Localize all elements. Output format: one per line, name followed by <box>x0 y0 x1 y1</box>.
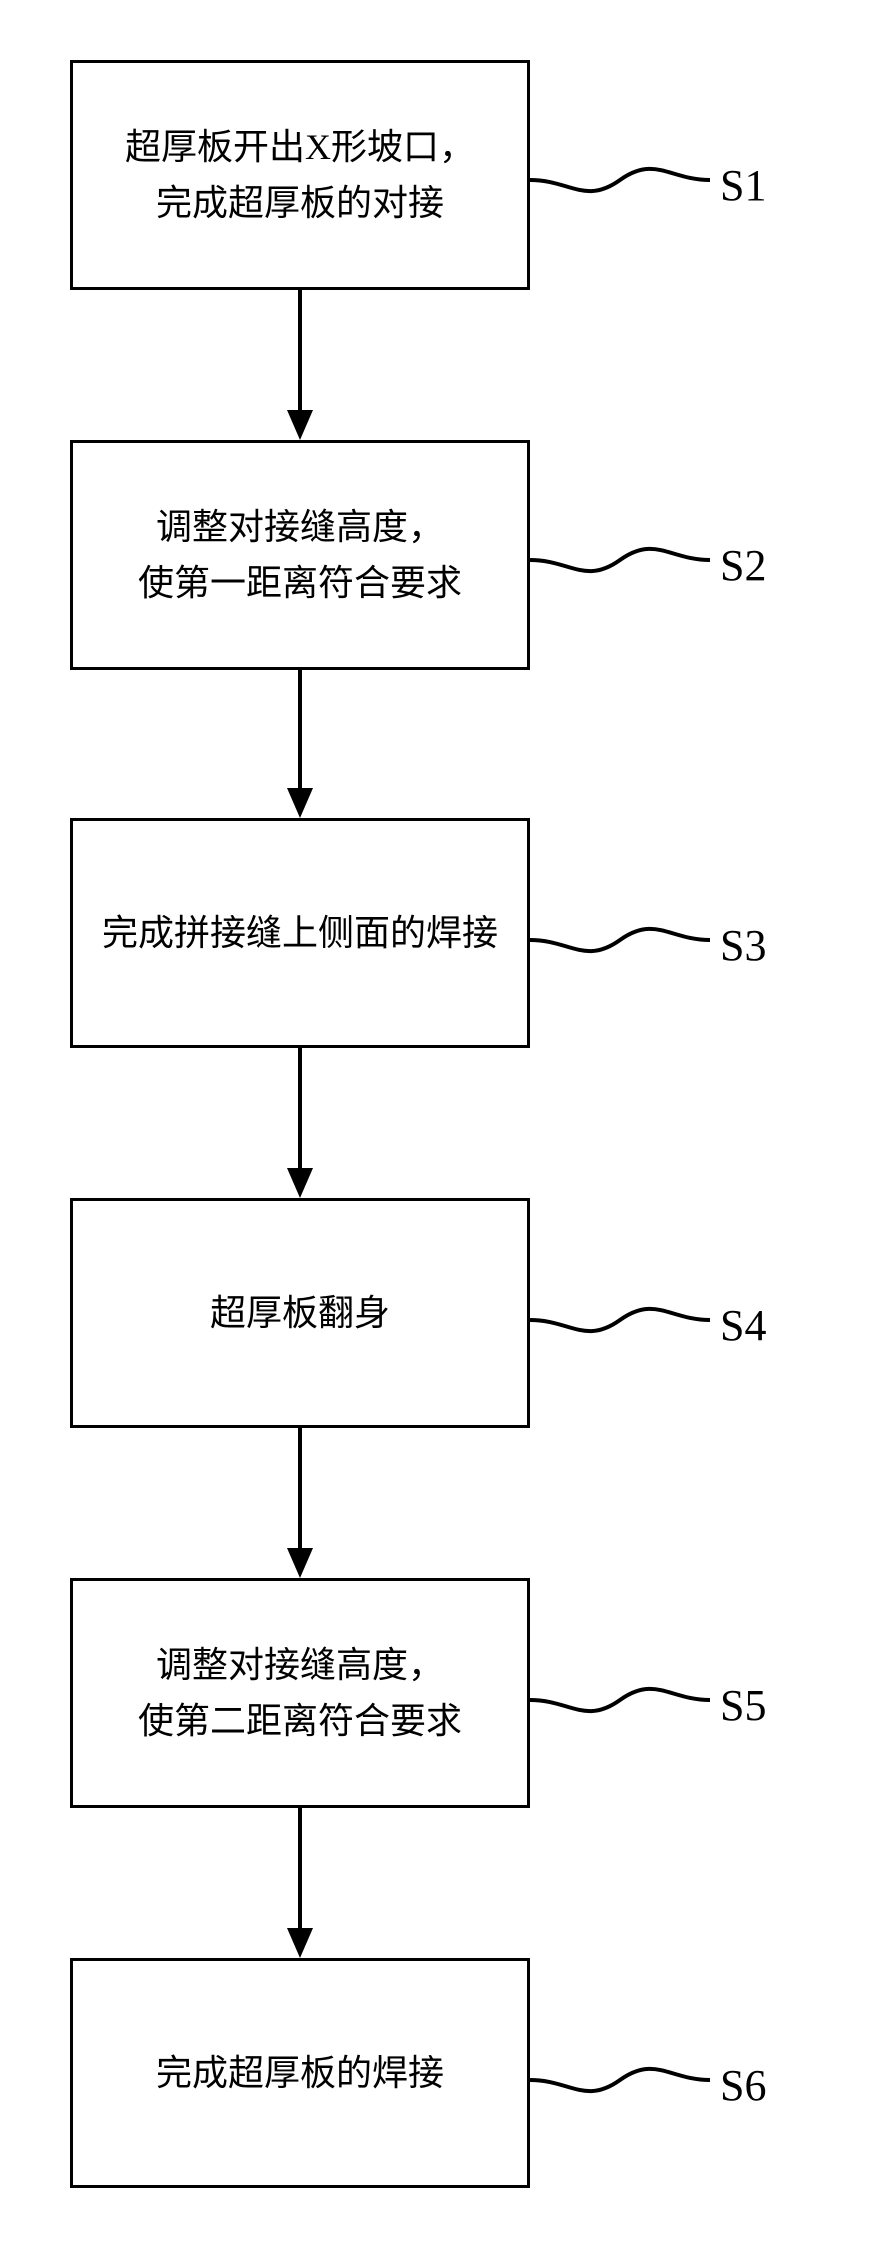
squiggle-connector-icon <box>530 2050 710 2110</box>
arrow-shaft <box>298 1428 302 1548</box>
step-label-s5: S5 <box>720 1680 766 1731</box>
step-label-s3: S3 <box>720 920 766 971</box>
arrow-shaft <box>298 1808 302 1928</box>
arrow-shaft <box>298 1048 302 1168</box>
squiggle-connector-icon <box>530 1670 710 1730</box>
flow-node-s4: 超厚板翻身 <box>70 1198 530 1428</box>
squiggle-connector-icon <box>530 910 710 970</box>
step-label-s4: S4 <box>720 1300 766 1351</box>
node-text: 调整对接缝高度， <box>156 1637 444 1693</box>
node-text: 完成超厚板的焊接 <box>156 2045 444 2101</box>
arrow-head-icon <box>287 1548 313 1578</box>
arrow-head-icon <box>287 1928 313 1958</box>
arrow-head-icon <box>287 410 313 440</box>
arrow-shaft <box>298 290 302 410</box>
flow-node-s3: 完成拼接缝上侧面的焊接 <box>70 818 530 1048</box>
node-text: 超厚板开出X形坡口， <box>125 119 475 175</box>
step-label-s1: S1 <box>720 160 766 211</box>
step-label-s2: S2 <box>720 540 766 591</box>
flow-node-s2: 调整对接缝高度， 使第一距离符合要求 <box>70 440 530 670</box>
arrow-shaft <box>298 670 302 788</box>
squiggle-connector-icon <box>530 150 710 210</box>
node-text: 完成超厚板的对接 <box>156 175 444 231</box>
node-text: 使第二距离符合要求 <box>138 1693 462 1749</box>
node-text: 使第一距离符合要求 <box>138 555 462 611</box>
flow-node-s5: 调整对接缝高度， 使第二距离符合要求 <box>70 1578 530 1808</box>
squiggle-connector-icon <box>530 1290 710 1350</box>
squiggle-connector-icon <box>530 530 710 590</box>
step-label-s6: S6 <box>720 2060 766 2111</box>
node-text: 完成拼接缝上侧面的焊接 <box>102 905 498 961</box>
arrow-head-icon <box>287 788 313 818</box>
node-text: 超厚板翻身 <box>210 1285 390 1341</box>
flow-node-s1: 超厚板开出X形坡口， 完成超厚板的对接 <box>70 60 530 290</box>
arrow-head-icon <box>287 1168 313 1198</box>
flow-node-s6: 完成超厚板的焊接 <box>70 1958 530 2188</box>
node-text: 调整对接缝高度， <box>156 499 444 555</box>
